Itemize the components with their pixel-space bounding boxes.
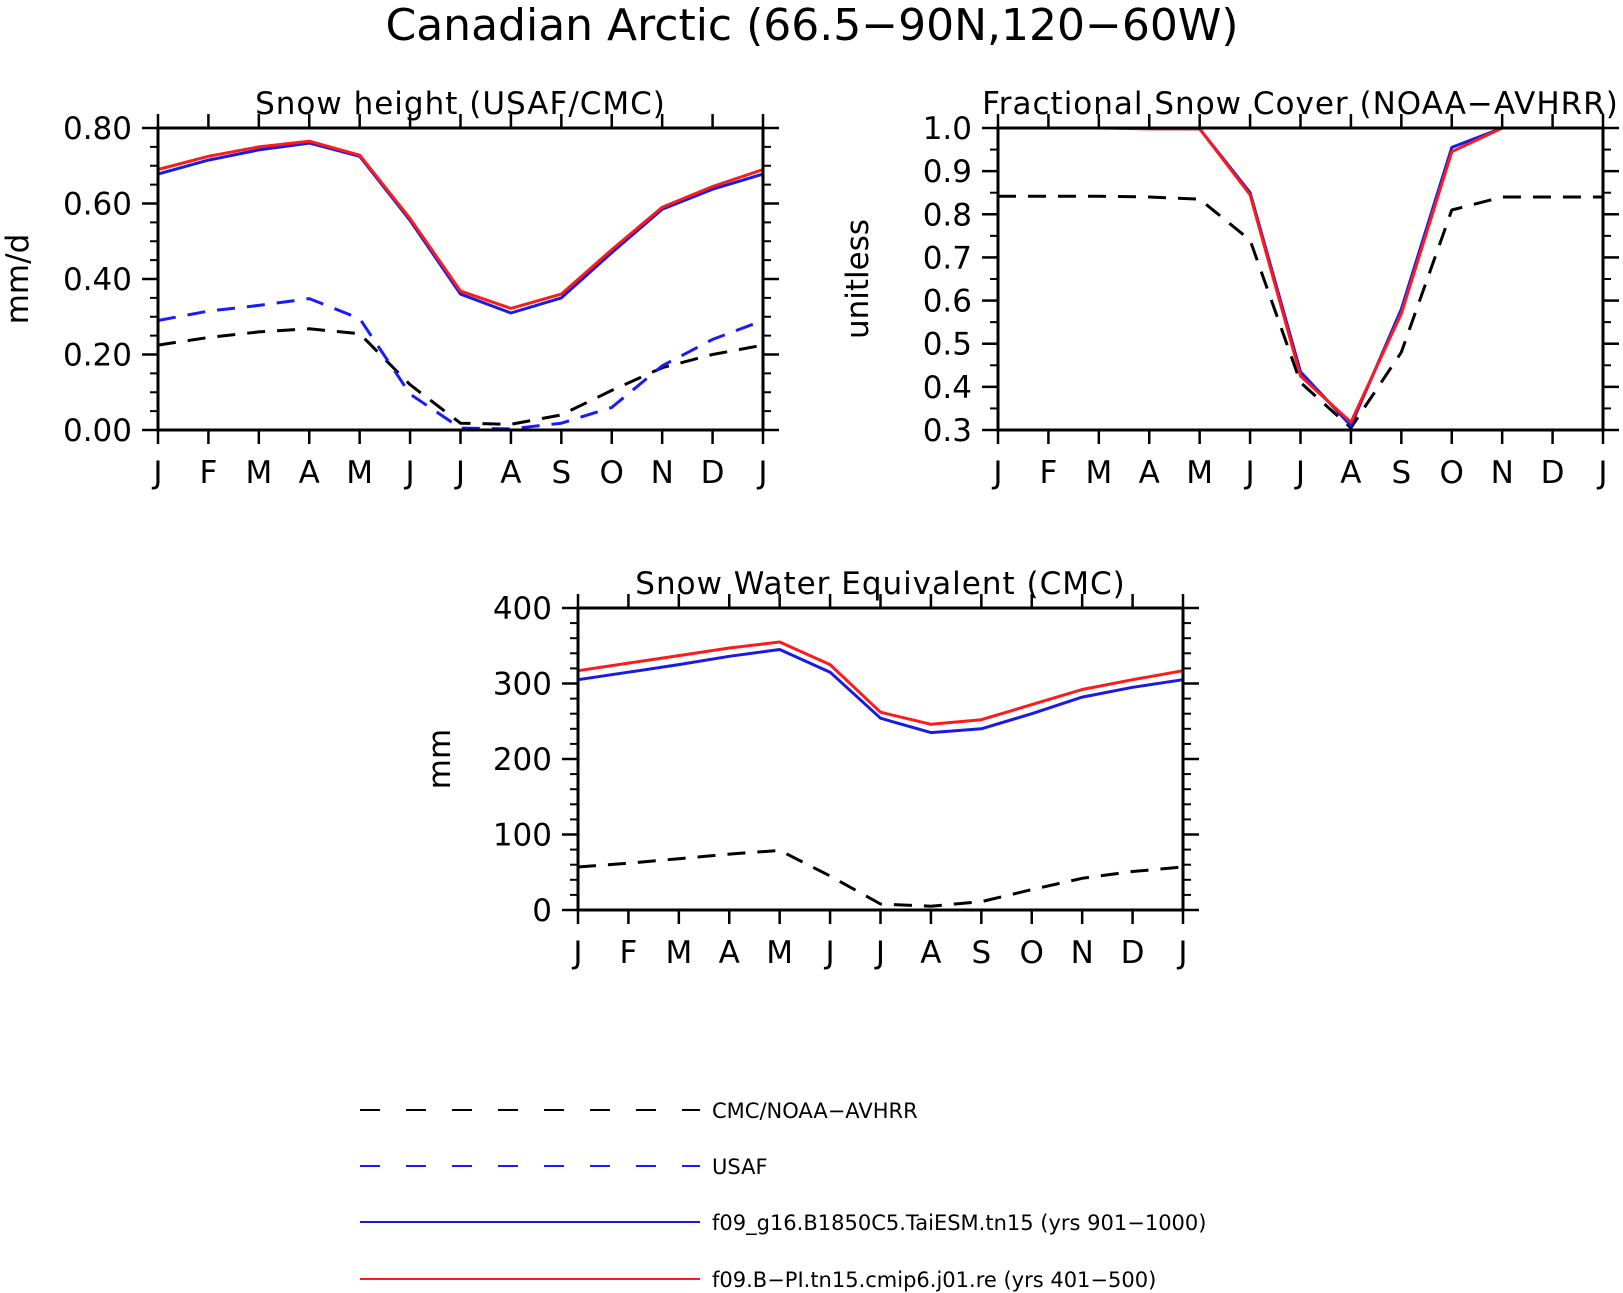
x-tick-label: D xyxy=(701,455,725,491)
x-tick-label: M xyxy=(346,455,373,491)
page-title: Canadian Arctic (66.5−90N,120−60W) xyxy=(386,0,1239,51)
x-tick-label: A xyxy=(299,455,320,491)
series-line-taiesm xyxy=(998,126,1603,428)
x-tick-label: J xyxy=(454,455,465,491)
series-line-taiesm xyxy=(577,648,1184,735)
x-tick-label: J xyxy=(1294,455,1305,491)
x-tick-label: D xyxy=(1541,455,1565,491)
x-tick-label: J xyxy=(756,455,767,491)
x-tick-label: O xyxy=(1020,935,1044,971)
x-tick-label: S xyxy=(551,455,571,491)
x-tick-label: F xyxy=(199,455,217,491)
y-tick-label: 0.9 xyxy=(923,154,972,190)
x-tick-label: J xyxy=(1596,455,1607,491)
x-tick-label: N xyxy=(1071,935,1094,971)
y-tick-label: 0.60 xyxy=(63,187,132,223)
chart-panel-3: Snow Water Equivalent (CMC)mmJ F M A M J J A S O N… xyxy=(422,566,1199,971)
y-tick-label: 0.20 xyxy=(63,338,132,374)
legend-label: CMC/NOAA−AVHRR xyxy=(712,1099,918,1123)
x-tick-label: N xyxy=(651,455,674,491)
x-tick-label: A xyxy=(1340,455,1361,491)
x-tick-label: M xyxy=(766,935,793,971)
x-tick-label: O xyxy=(600,455,624,491)
series-line-obs xyxy=(157,327,764,426)
y-tick-label: 200 xyxy=(493,742,552,778)
y-tick-label: 0.00 xyxy=(63,413,132,449)
x-tick-label: J xyxy=(1244,455,1255,491)
series-line-cesm xyxy=(577,640,1184,726)
legend: CMC/NOAA−AVHRR USAF f09_g16.B1850C5.TaiESM… xyxy=(360,1099,1206,1292)
x-tick-label: D xyxy=(1121,935,1145,971)
x-tick-label: J xyxy=(571,935,582,971)
chart-panel-1: Snow height (USAF/CMC)mm/dJ F M A M J J A S O N D J0… xyxy=(0,86,779,491)
y-tick-label: 0.3 xyxy=(923,413,972,449)
x-tick-label: F xyxy=(1039,455,1057,491)
x-tick-label: J xyxy=(824,935,835,971)
x-tick-label: N xyxy=(1491,455,1514,491)
plot-frame xyxy=(156,126,765,432)
x-tick-label: A xyxy=(920,935,941,971)
y-axis-label: mm/d xyxy=(0,234,36,325)
y-tick-label: 0.4 xyxy=(923,370,972,406)
y-tick-label: 0 xyxy=(532,893,552,929)
x-tick-label: A xyxy=(500,455,521,491)
series-line-cesm xyxy=(998,126,1603,424)
series-line-obs xyxy=(998,194,1603,430)
y-tick-label: 400 xyxy=(493,591,552,627)
x-tick-label: M xyxy=(1085,455,1112,491)
y-axis-label: unitless xyxy=(840,219,876,339)
x-tick-label: S xyxy=(1391,455,1411,491)
y-tick-label: 100 xyxy=(493,818,552,854)
series-line-taiesm xyxy=(157,141,764,315)
y-tick-label: 0.7 xyxy=(923,240,972,276)
x-tick-label: J xyxy=(1176,935,1187,971)
x-tick-label: J xyxy=(874,935,885,971)
y-tick-label: 0.80 xyxy=(63,111,132,147)
series-line-obs xyxy=(577,848,1184,908)
plot-frame xyxy=(996,126,1605,432)
legend-label: f09.B−PI.tn15.cmip6.j01.re (yrs 401−500) xyxy=(712,1268,1156,1292)
y-tick-label: 0.5 xyxy=(923,327,972,363)
plot-frame xyxy=(576,606,1185,912)
y-axis-label: mm xyxy=(422,729,458,789)
series-line-cesm xyxy=(157,139,764,310)
x-tick-label: M xyxy=(665,935,692,971)
x-tick-label: M xyxy=(1186,455,1213,491)
x-tick-label: J xyxy=(151,455,162,491)
x-tick-label: J xyxy=(991,455,1002,491)
x-tick-label: S xyxy=(971,935,991,971)
y-tick-label: 300 xyxy=(493,667,552,703)
x-tick-label: A xyxy=(1139,455,1160,491)
x-tick-label: A xyxy=(719,935,740,971)
chart-panels: Snow height (USAF/CMC)mm/dJ F M A M J J A S O N D J0… xyxy=(0,86,1619,971)
x-tick-label: F xyxy=(619,935,637,971)
y-tick-label: 0.6 xyxy=(923,284,972,320)
x-tick-label: O xyxy=(1440,455,1464,491)
x-tick-label: M xyxy=(245,455,272,491)
y-tick-label: 0.40 xyxy=(63,262,132,298)
chart-panel-2: Fractional Snow Cover (NOAA−AVHRR)unitle… xyxy=(840,86,1619,491)
legend-label: f09_g16.B1850C5.TaiESM.tn15 (yrs 901−100… xyxy=(712,1211,1206,1236)
y-tick-label: 1.0 xyxy=(923,111,972,147)
x-tick-label: J xyxy=(404,455,415,491)
legend-label: USAF xyxy=(712,1155,768,1179)
series-line-usaf xyxy=(157,297,764,431)
y-tick-label: 0.8 xyxy=(923,197,972,233)
